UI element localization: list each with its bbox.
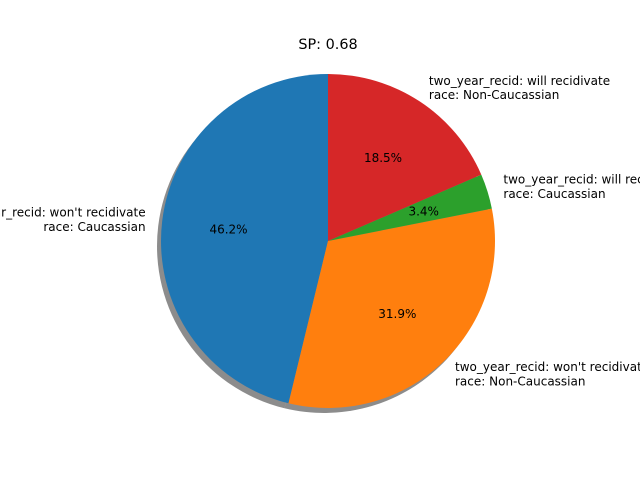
percent-label-wont-non-caucassian: 31.9% <box>378 307 416 321</box>
slice-label-line: two_year_recid: won't recidivate <box>0 205 146 219</box>
slice-label-will-non-caucassian: two_year_recid: will recidivate race: Non… <box>429 74 610 102</box>
percent-label-will-non-caucassian: 18.5% <box>364 151 402 165</box>
slice-label-wont-non-caucassian: two_year_recid: won't recidivate race: No… <box>455 360 640 388</box>
slice-label-line: race: Non-Caucassian <box>455 374 585 388</box>
pie-percent-labels: 46.2% 31.9% 3.4% 18.5% <box>209 151 439 321</box>
chart-title: SP: 0.68 <box>298 37 357 53</box>
slice-label-line: two_year_recid: will recidivate <box>503 173 640 187</box>
slice-label-line: two_year_recid: won't recidivate <box>455 360 640 374</box>
pie-slice-will-non-caucassian <box>328 74 482 241</box>
slice-label-line: race: Caucassian <box>503 187 605 201</box>
percent-label-will-caucassian: 3.4% <box>408 205 439 219</box>
pie-slice-wont-caucassian <box>161 74 328 404</box>
slice-label-line: two_year_recid: will recidivate <box>429 74 610 88</box>
slice-label-line: race: Caucassian <box>43 220 145 234</box>
pie-slice-will-caucassian <box>328 174 492 241</box>
pie-slices <box>161 74 495 408</box>
pie-slice-wont-non-caucassian <box>288 208 495 408</box>
percent-label-wont-caucassian: 46.2% <box>209 223 247 237</box>
slice-label-line: race: Non-Caucassian <box>429 88 559 102</box>
